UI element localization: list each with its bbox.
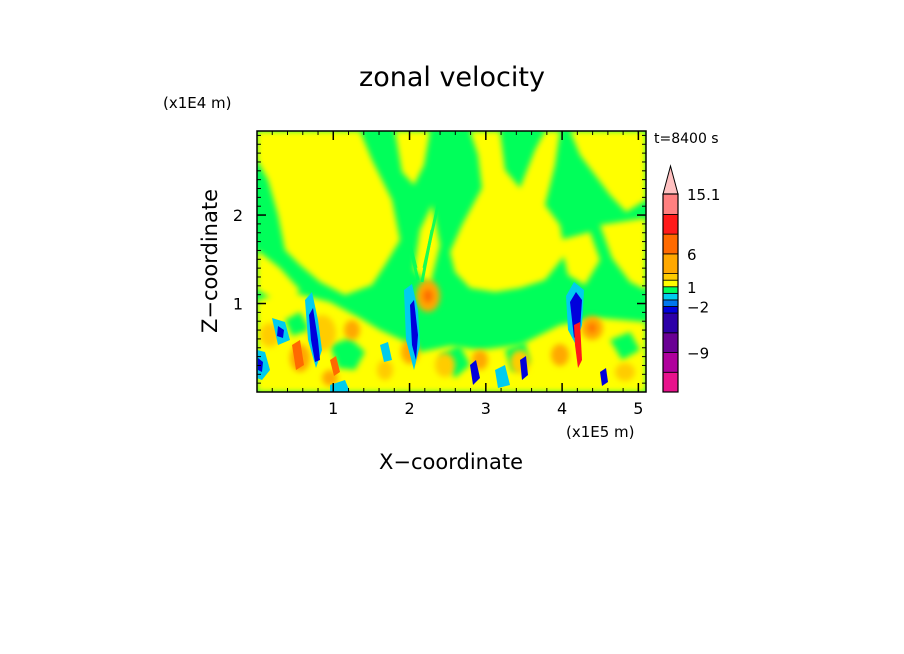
colorbar-label: 6: [687, 246, 697, 264]
y-tick-label: 1: [233, 295, 243, 314]
y-axis-label: Z−coordinate: [198, 189, 222, 333]
colorbar-band: [662, 253, 679, 274]
colorbar-band: [662, 292, 679, 301]
x-scale-label: (x1E5 m): [566, 423, 635, 441]
axis-ticks: 1 2 3 4 5 1 2: [233, 131, 646, 418]
colorbar-band: [662, 306, 679, 314]
colorbar-band: [662, 213, 679, 235]
x-tick-label: 1: [328, 399, 338, 418]
colorbar-band: [662, 273, 679, 281]
colorbar-band: [662, 279, 679, 288]
y-tick-label: 2: [233, 206, 243, 225]
x-tick-label: 5: [633, 399, 643, 418]
x-tick-label: 2: [404, 399, 414, 418]
colorbar-label: −2: [687, 298, 709, 316]
y-scale-label: (x1E4 m): [163, 94, 232, 112]
colorbar-band: [662, 299, 679, 307]
colorbar-band: [662, 286, 679, 294]
x-axis-label: X−coordinate: [379, 450, 523, 474]
colorbar-band: [662, 371, 679, 393]
time-label: t=8400 s: [654, 131, 719, 147]
colorbar-label: −9: [687, 345, 709, 363]
x-tick-label: 3: [481, 399, 491, 418]
x-tick-label: 4: [557, 399, 567, 418]
colorbar: 15.1 6 1−2 −9: [662, 164, 720, 393]
colorbar-label: 1: [687, 279, 697, 297]
colorbar-overflow-triangle: [662, 164, 679, 195]
colorbar-band: [662, 312, 679, 334]
colorbar-band: [662, 332, 679, 353]
contour-field: [257, 131, 646, 392]
colorbar-frame: [662, 193, 679, 393]
colorbar-band: [662, 352, 679, 373]
plot-frame: [256, 130, 647, 393]
colorbar-band: [662, 193, 679, 215]
colorbar-label: 15.1: [687, 186, 720, 204]
chart-title: zonal velocity: [359, 62, 545, 93]
colorbar-band: [662, 233, 679, 255]
